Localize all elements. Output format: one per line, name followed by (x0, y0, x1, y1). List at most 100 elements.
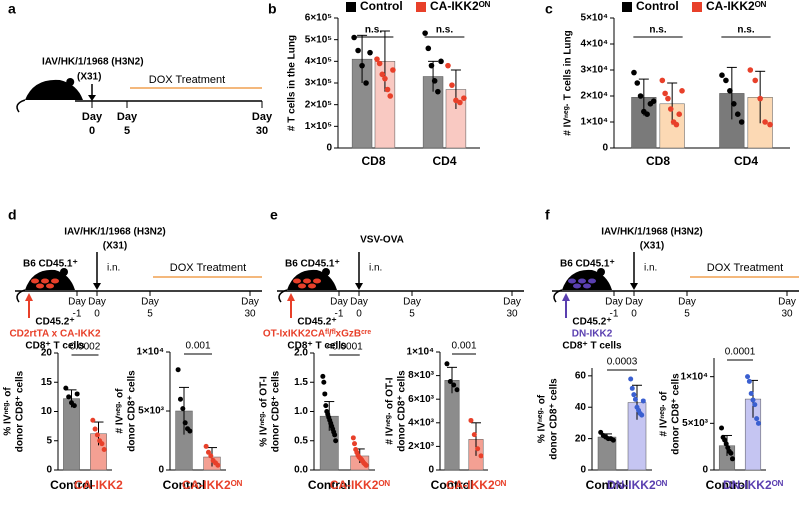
data-point (451, 382, 457, 388)
data-point (752, 77, 759, 84)
data-point (665, 95, 671, 102)
donor: CD8⁺ T cells (287, 341, 347, 352)
y-tick-label: 2×10⁴ (581, 91, 609, 102)
x-tick-label: CD8 (361, 154, 385, 168)
data-point (175, 367, 181, 373)
virus: (X31) (77, 72, 101, 83)
data-point (323, 403, 329, 409)
y-tick-label: 1×10⁴ (681, 371, 709, 382)
y-axis-title: # IVⁿᵉᵍ· of OT-I (385, 377, 396, 444)
virus: (X31) (640, 241, 664, 252)
legend-swatch (622, 2, 632, 12)
data-point (376, 60, 383, 67)
treatment: DOX Treatment (707, 262, 783, 274)
donor-cells (588, 278, 596, 284)
legend-label: CA-IKK2ᴼᴺ (430, 0, 490, 13)
y-axis-title: donor CD8⁺ cells (671, 373, 682, 455)
day-number: 0 (631, 309, 637, 320)
x-tick-label: DN-IKK2ᴼᴺ (723, 478, 783, 492)
legend-label: Control (636, 0, 679, 13)
donor-cells (41, 278, 49, 284)
y-axis-title: donor CD8⁺ cells (15, 370, 26, 452)
day-word: Day (88, 297, 106, 308)
mouse-tail (278, 289, 288, 303)
data-point (729, 456, 735, 462)
data-point (727, 88, 733, 94)
day-word: Day (241, 297, 259, 308)
data-point (752, 402, 758, 408)
mouse-tail (553, 289, 563, 303)
data-point (321, 379, 327, 385)
data-point (444, 361, 450, 367)
y-tick-label: 5×10³ (682, 418, 709, 429)
y-axis-title: % IVⁿᵉᵍ· of (3, 387, 14, 436)
day-word: Day (82, 111, 103, 123)
data-point (748, 390, 754, 396)
p-value: 0.0002 (70, 342, 101, 353)
data-point (99, 441, 105, 447)
y-tick-label: 0 (326, 143, 332, 154)
data-point (629, 385, 635, 391)
y-tick-label: 1×10⁵ (305, 121, 333, 132)
data-point (350, 435, 356, 441)
legend-swatch (416, 2, 426, 12)
y-tick-label: 1.0 (294, 406, 308, 417)
y-tick-label: 10 (41, 406, 53, 417)
y-tick-label: 2×10⁵ (305, 99, 333, 110)
day-word: Day (605, 297, 623, 308)
data-point (767, 121, 773, 128)
data-point (384, 86, 391, 93)
bar (63, 398, 80, 471)
data-point (431, 78, 438, 84)
data-point (363, 462, 369, 468)
y-tick-label: 4×10⁵ (305, 56, 333, 67)
day-number: 30 (781, 309, 793, 320)
y-tick-label: 0 (602, 143, 608, 154)
data-point (746, 378, 752, 384)
p-value: 0.001 (185, 341, 210, 352)
donor-cells (583, 283, 591, 289)
arrow-head (88, 95, 96, 101)
data-point (215, 462, 221, 468)
data-point (322, 391, 328, 397)
virus: VSV-OVA (360, 235, 404, 246)
donor: DN-IKK2 (572, 329, 613, 340)
route: i.n. (644, 263, 657, 274)
data-point (747, 67, 754, 73)
x-tick-label: DN-IKK2ᴼᴺ (607, 478, 667, 492)
data-point (187, 428, 193, 434)
mouse-tail (16, 99, 26, 113)
virus: (X31) (103, 241, 127, 252)
y-tick-label: 6×10⁵ (305, 13, 333, 24)
day-word: Day (252, 111, 273, 123)
day-number: 30 (244, 309, 256, 320)
y-tick-label: 0 (580, 465, 586, 476)
donor: CD2rtTA x CA-IKK2 (9, 329, 101, 340)
data-point (723, 77, 729, 84)
data-point (738, 119, 745, 125)
data-point (644, 111, 650, 117)
data-point (634, 80, 641, 86)
y-tick-label: 5×10⁴ (581, 13, 609, 24)
day-word: Day (625, 297, 643, 308)
day-word: Day (141, 297, 159, 308)
data-point (673, 121, 680, 128)
data-point (755, 420, 761, 426)
day-word: Day (503, 297, 521, 308)
donor-cells (51, 278, 59, 284)
y-axis-title: % IVⁿᵉᵍ· of OT-I (259, 376, 270, 447)
y-axis-title: # IVⁿᵉᵍ· of (115, 388, 126, 434)
data-point (449, 82, 455, 88)
x-tick-label: Control (308, 478, 351, 492)
x-tick-label: Control (431, 478, 474, 492)
data-point (650, 98, 657, 104)
donor: CD45.2⁺ (572, 317, 611, 328)
data-point (71, 403, 77, 409)
x-tick-label: CA-IKK2 (74, 478, 123, 492)
day-number: 5 (409, 309, 415, 320)
legend-swatch (346, 2, 356, 12)
donor-cells (313, 278, 321, 284)
host: B6 CD45.1⁺ (560, 259, 615, 270)
mouse (25, 79, 83, 100)
data-point (679, 88, 685, 94)
